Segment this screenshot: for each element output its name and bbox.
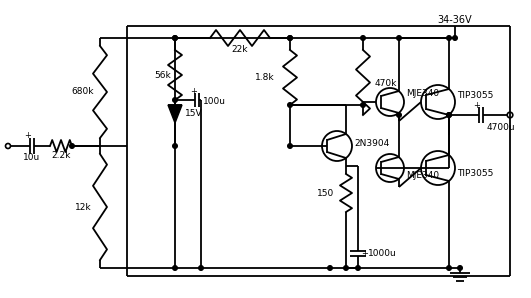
Circle shape xyxy=(397,36,401,40)
Circle shape xyxy=(458,266,463,270)
Circle shape xyxy=(361,36,365,40)
Circle shape xyxy=(288,36,292,40)
Text: 1.8k: 1.8k xyxy=(255,74,275,83)
Text: 10u: 10u xyxy=(23,153,41,162)
Text: 56k: 56k xyxy=(155,71,172,80)
Circle shape xyxy=(453,36,457,40)
Text: +: + xyxy=(191,86,198,95)
Text: 15V: 15V xyxy=(185,109,203,119)
Text: MJE340: MJE340 xyxy=(406,172,439,181)
Circle shape xyxy=(288,144,292,148)
Circle shape xyxy=(328,266,332,270)
Text: +: + xyxy=(24,131,31,140)
Circle shape xyxy=(199,266,203,270)
Text: 2.2k: 2.2k xyxy=(52,151,71,161)
Text: 2N3904: 2N3904 xyxy=(354,139,389,148)
Circle shape xyxy=(288,103,292,107)
Text: +: + xyxy=(361,249,368,257)
Circle shape xyxy=(173,36,177,40)
Text: 22k: 22k xyxy=(232,46,249,55)
Text: 34-36V: 34-36V xyxy=(438,15,472,25)
Text: TIP3055: TIP3055 xyxy=(457,170,493,179)
Text: 680k: 680k xyxy=(72,88,94,97)
Text: +: + xyxy=(474,100,481,109)
Circle shape xyxy=(397,113,401,117)
Circle shape xyxy=(70,144,74,148)
Circle shape xyxy=(447,113,451,117)
Text: 1000u: 1000u xyxy=(368,249,397,257)
Text: 100u: 100u xyxy=(203,97,226,106)
Text: TIP3055: TIP3055 xyxy=(457,91,493,100)
Circle shape xyxy=(361,103,365,107)
Text: 12k: 12k xyxy=(75,203,91,212)
Circle shape xyxy=(447,113,451,117)
Circle shape xyxy=(356,266,361,270)
Text: 4700u: 4700u xyxy=(487,122,516,131)
Circle shape xyxy=(447,266,451,270)
Circle shape xyxy=(344,266,348,270)
Polygon shape xyxy=(168,105,182,123)
Circle shape xyxy=(447,36,451,40)
Text: 470k: 470k xyxy=(375,78,397,88)
Circle shape xyxy=(173,36,177,40)
Circle shape xyxy=(173,144,177,148)
Text: 150: 150 xyxy=(317,189,334,198)
Circle shape xyxy=(173,266,177,270)
Circle shape xyxy=(288,36,292,40)
Circle shape xyxy=(173,98,177,102)
Text: MJE340: MJE340 xyxy=(406,89,439,99)
